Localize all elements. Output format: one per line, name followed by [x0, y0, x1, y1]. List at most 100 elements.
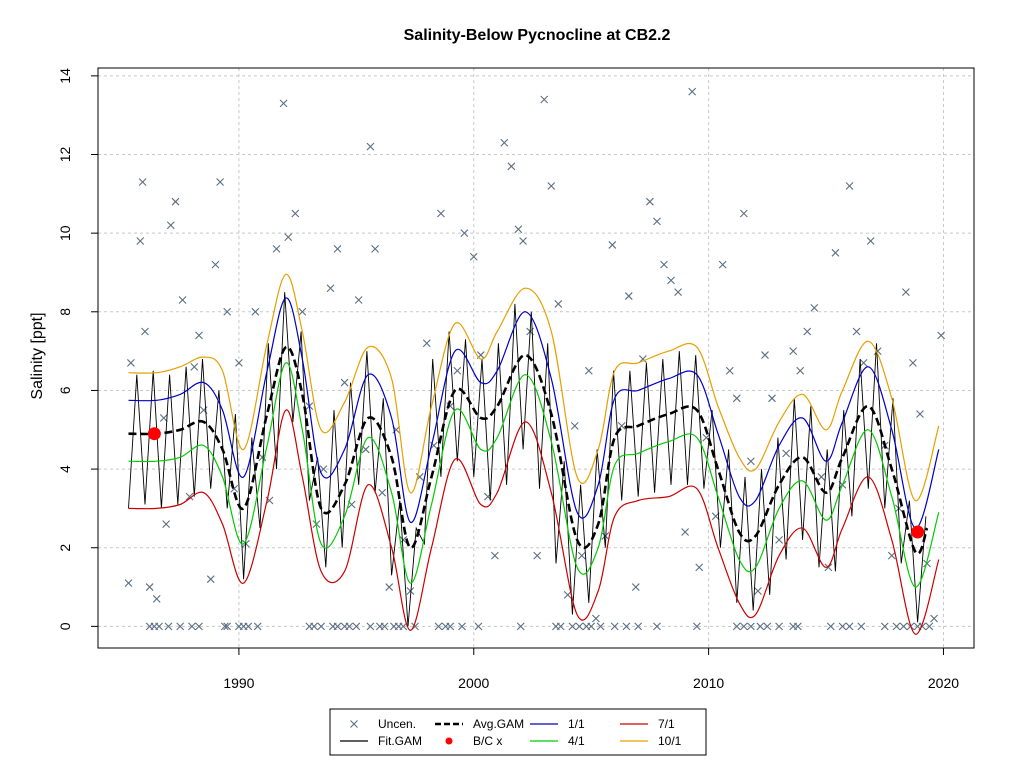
uncensored-point: [319, 465, 328, 473]
censored-point: [899, 622, 908, 631]
uncensored-point-stroke-b: [533, 551, 542, 560]
censored-point: [845, 622, 854, 631]
uncensored-point: [298, 307, 307, 316]
censored-point: [610, 622, 619, 631]
uncensored-point-stroke-b: [638, 355, 647, 363]
uncensored-point-stroke-b: [251, 307, 260, 316]
uncensored-point: [211, 260, 220, 269]
uncensored-point-stroke-b: [366, 142, 375, 151]
censored-point: [317, 622, 325, 631]
censored-point: [516, 622, 525, 631]
uncensored-point-stroke-b: [178, 296, 187, 304]
uncensored-point-stroke-b: [230, 484, 239, 493]
uncensored-point: [601, 532, 610, 540]
uncensored-point: [500, 138, 509, 147]
series-line-avg_gam: [128, 345, 929, 555]
uncensored-point-stroke-b: [902, 288, 910, 297]
uncensored-point-stroke-b: [436, 209, 445, 218]
censored-point: [195, 622, 203, 631]
uncensored-point: [909, 359, 917, 367]
censored-point-stroke-b: [310, 622, 318, 631]
censored-point-stroke-b: [195, 622, 203, 631]
uncensored-point: [803, 327, 812, 336]
censored-point-stroke-b: [446, 622, 455, 631]
uncensored-point-stroke-b: [326, 284, 335, 293]
censored-point-stroke-b: [763, 622, 772, 631]
censored-point: [345, 622, 354, 631]
censored-point-stroke-b: [556, 622, 565, 631]
uncensored-point-stroke-b: [211, 260, 220, 269]
uncensored-point-stroke-b: [768, 394, 776, 403]
censored-point: [925, 622, 934, 631]
censored-point: [176, 622, 185, 631]
legend-label-p1_1: 1/1: [568, 717, 585, 731]
uncensored-point-stroke-b: [563, 591, 572, 599]
uncensored-point: [584, 366, 593, 375]
censored-point-stroke-b: [317, 622, 325, 631]
uncensored-point-stroke-b: [223, 307, 232, 316]
censored-point: [826, 622, 835, 631]
y-tick-label: 8: [57, 308, 73, 316]
censored-point-stroke-b: [399, 622, 408, 631]
uncensored-point-stroke-b: [195, 331, 203, 340]
uncensored-point: [638, 355, 647, 363]
uncensored-point-stroke-b: [284, 233, 293, 241]
uncensored-point-stroke-b: [916, 410, 924, 418]
censored-point-stroke-b: [596, 622, 605, 631]
censored-point-stroke-b: [333, 622, 342, 631]
uncensored-point-stroke-b: [340, 378, 349, 387]
uncensored-point-stroke-b: [272, 244, 281, 253]
censored-point: [188, 622, 196, 631]
censored-point: [838, 622, 847, 631]
censored-point-stroke-b: [610, 622, 619, 631]
uncensored-point-stroke-b: [739, 209, 748, 218]
censored-point: [653, 622, 661, 631]
uncensored-point: [514, 225, 523, 234]
uncensored-point: [810, 303, 819, 312]
uncensored-point-stroke-b: [507, 162, 516, 171]
legend-item-p4_1: 4/1: [530, 734, 585, 748]
uncensored-point-stroke-b: [491, 551, 499, 560]
uncensored-point: [667, 276, 675, 285]
legend-item-p10_1: 10/1: [620, 734, 682, 748]
uncensored-point: [469, 252, 478, 261]
uncensored-point: [166, 221, 175, 230]
uncensored-point: [378, 488, 387, 497]
legend-item-p7_1: 7/1: [620, 717, 675, 731]
censored-point: [434, 622, 443, 631]
uncensored-point: [937, 331, 946, 340]
uncensored-point-stroke-b: [162, 520, 170, 529]
uncensored-point-stroke-b: [171, 197, 180, 206]
uncensored-point: [195, 331, 203, 340]
plot-frame: [97, 67, 975, 649]
uncensored-point: [866, 237, 875, 245]
uncensored-point-stroke-b: [866, 237, 875, 245]
censored-point-stroke-b: [220, 622, 229, 631]
uncensored-point-stroke-b: [660, 260, 668, 269]
uncensored-point: [754, 587, 762, 595]
legend-label-p10_1: 10/1: [658, 734, 682, 748]
uncensored-point: [533, 551, 542, 560]
uncensored-point: [916, 410, 924, 418]
censored-point-stroke-b: [838, 622, 847, 631]
uncensored-point-stroke-b: [347, 500, 356, 509]
censored-point-stroke-b: [899, 622, 908, 631]
uncensored-point-stroke-b: [681, 528, 690, 536]
censored-point-stroke-b: [380, 622, 389, 631]
uncensored-point-stroke-b: [754, 587, 762, 595]
uncensored-point: [371, 244, 380, 253]
uncensored-point-stroke-b: [500, 138, 509, 147]
uncensored-point: [162, 520, 170, 529]
uncensored-point: [547, 182, 556, 190]
censored-point-stroke-b: [253, 622, 262, 631]
uncensored-point: [519, 237, 527, 245]
censored-point: [793, 622, 802, 631]
censored-point-stroke-b: [176, 622, 185, 631]
uncensored-point: [554, 300, 563, 308]
data-layer: [124, 87, 946, 635]
uncensored-point-stroke-b: [653, 217, 661, 226]
censored-point-stroke-b: [434, 622, 443, 631]
censored-point: [857, 622, 866, 631]
uncensored-point-stroke-b: [469, 252, 478, 261]
y-tick-label: 0: [57, 622, 73, 630]
